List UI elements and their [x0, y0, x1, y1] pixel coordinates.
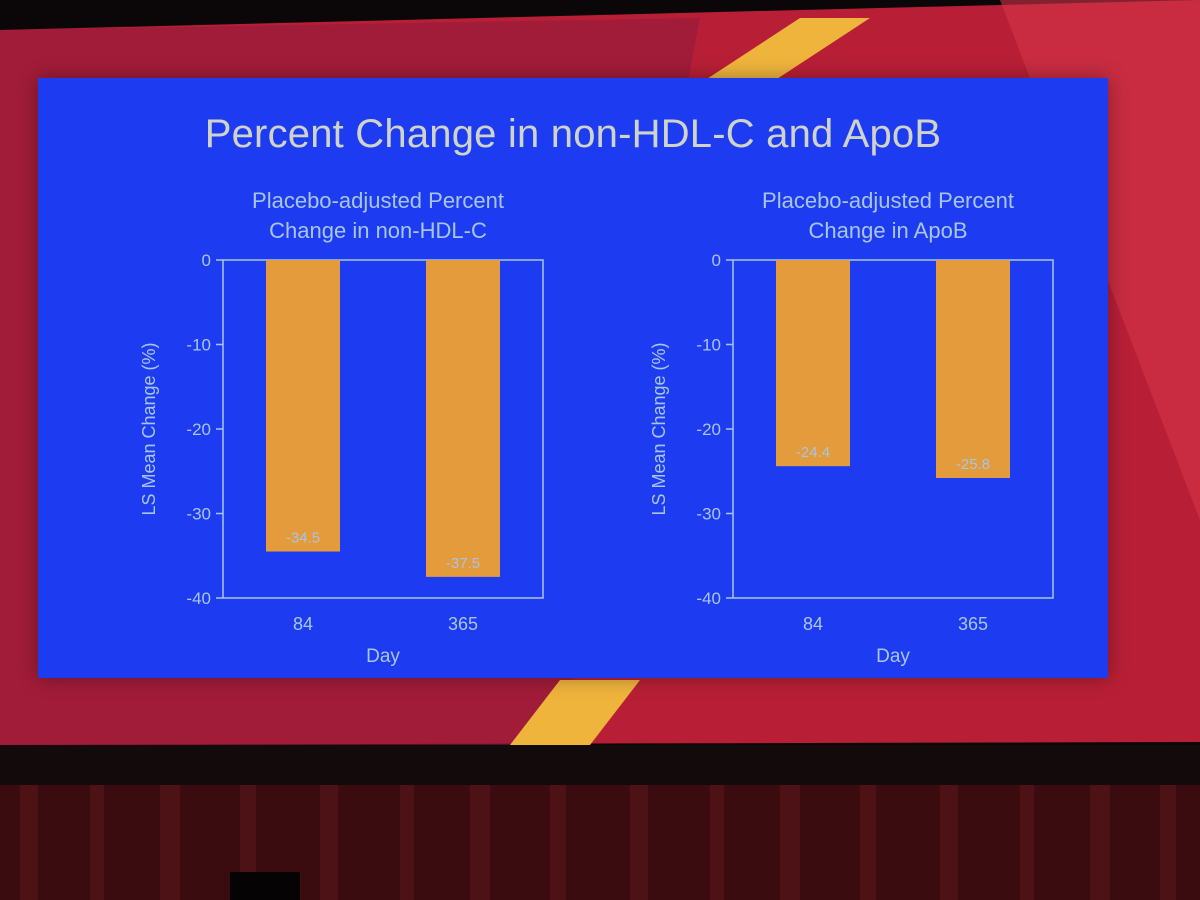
y-tick-label: -30 — [186, 505, 211, 524]
x-axis-label: Day — [366, 646, 400, 667]
y-axis-label: LS Mean Change (%) — [649, 342, 669, 515]
y-tick-label: -40 — [696, 589, 721, 608]
y-tick-label: 0 — [712, 251, 721, 270]
bar-value-label: -34.5 — [286, 530, 320, 547]
y-tick-label: -10 — [696, 336, 721, 355]
x-axis-label: Day — [876, 646, 910, 667]
chart-title-line-1: Placebo-adjusted Percent — [762, 188, 1014, 213]
y-tick-label: 0 — [202, 251, 211, 270]
y-tick-label: -10 — [186, 336, 211, 355]
y-axis-label: LS Mean Change (%) — [139, 342, 159, 515]
chart-title-non-hdl-c: Placebo-adjusted Percent Change in non-H… — [208, 186, 548, 246]
x-tick-label: 365 — [448, 614, 478, 634]
bar-value-label: -25.8 — [956, 456, 990, 473]
bar-value-label: -24.4 — [796, 444, 830, 461]
chart-panel-non-hdl-c: Placebo-adjusted Percent Change in non-H… — [88, 78, 608, 678]
chart-title-line-2: Change in ApoB — [808, 218, 968, 243]
chart-panel-apob: Placebo-adjusted Percent Change in ApoB … — [598, 78, 1118, 678]
chart-title-apob: Placebo-adjusted Percent Change in ApoB — [718, 186, 1058, 246]
chart-title-line-1: Placebo-adjusted Percent — [252, 188, 504, 213]
slide-title: Percent Change in non-HDL-C and ApoB — [204, 112, 942, 156]
presentation-slide: Percent Change in non-HDL-C and ApoB Pla… — [38, 78, 1108, 678]
bar-chart-non-hdl-c: 0 -10 -20 -30 -40 LS Mean Change (%) -34.5 84 -3… — [139, 251, 544, 667]
chart-title-line-2: Change in non-HDL-C — [269, 218, 487, 243]
x-tick-label: 84 — [293, 614, 313, 634]
y-tick-label: -20 — [186, 420, 211, 439]
bar-value-label: -37.5 — [446, 555, 480, 572]
bar-day-84 — [776, 260, 850, 467]
y-tick-label: -40 — [186, 589, 211, 608]
y-tick-label: -30 — [696, 505, 721, 524]
x-tick-label: 84 — [803, 614, 823, 634]
bar-day-365 — [426, 260, 500, 577]
bar-day-365 — [936, 260, 1010, 479]
bar-day-84 — [266, 260, 340, 552]
x-tick-label: 365 — [958, 614, 988, 634]
y-tick-label: -20 — [696, 420, 721, 439]
bar-chart-apob: 0 -10 -20 -30 -40 LS Mean Change (%) -24.4 84 -2… — [649, 251, 1054, 667]
